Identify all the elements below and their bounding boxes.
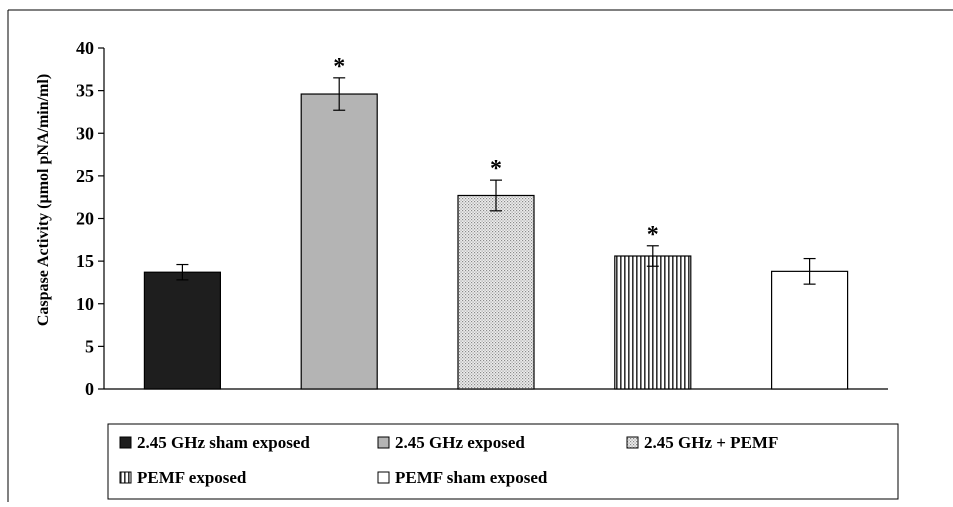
bar — [614, 255, 692, 390]
y-tick-label: 25 — [76, 166, 94, 186]
significance-star: * — [490, 156, 502, 182]
significance-star: * — [647, 222, 659, 248]
legend-label: 2.45 GHz sham exposed — [137, 433, 310, 452]
legend-label: 2.45 GHz exposed — [395, 433, 525, 452]
significance-markers: * * * — [333, 54, 659, 248]
y-tick-label: 0 — [85, 379, 94, 399]
bars — [143, 93, 849, 390]
legend-swatch — [119, 471, 132, 484]
legend-swatch — [377, 471, 390, 484]
significance-star: * — [333, 54, 345, 80]
legend-swatch — [377, 436, 390, 449]
y-tick-label: 40 — [76, 38, 94, 58]
legend-box — [107, 423, 899, 500]
y-tick-label: 30 — [76, 123, 94, 143]
y-tick-label: 15 — [76, 251, 94, 271]
y-tick-label: 35 — [76, 81, 94, 101]
y-axis-title: Caspase Activity (µmol pNA/min/ml) — [35, 74, 52, 326]
legend-swatch — [119, 436, 132, 449]
y-tick-label: 20 — [76, 209, 94, 229]
error-bars — [176, 77, 816, 285]
legend-swatch — [626, 436, 639, 449]
y-tick-label: 5 — [85, 336, 94, 356]
legend-label: 2.45 GHz + PEMF — [644, 433, 778, 452]
y-axis-ticks: 0 5 10 15 20 25 30 35 40 — [76, 38, 104, 399]
legend: 2.45 GHz sham exposed 2.45 GHz exposed 2.4… — [119, 433, 778, 487]
bar — [143, 271, 221, 390]
bar — [300, 93, 378, 390]
legend-label: PEMF exposed — [137, 468, 247, 487]
bar — [770, 270, 849, 390]
bar — [457, 194, 535, 390]
legend-label: PEMF sham exposed — [395, 468, 548, 487]
y-tick-label: 10 — [76, 294, 94, 314]
